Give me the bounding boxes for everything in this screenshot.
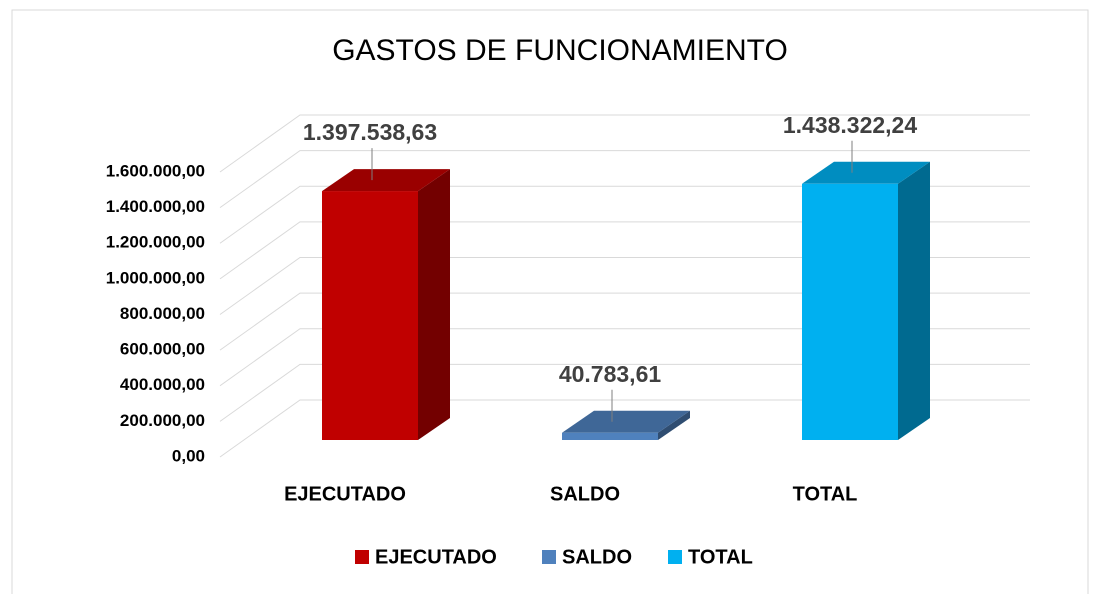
value-label: 1.397.538,63 (303, 119, 437, 145)
grid-line (219, 363, 1030, 422)
legend-swatch (668, 550, 682, 564)
grid-line (219, 185, 1030, 244)
y-tick-label: 200.000,00 (120, 411, 205, 430)
bar-top (562, 410, 690, 433)
x-tick-label: EJECUTADO (284, 483, 406, 505)
grid-line (219, 150, 1030, 209)
y-tick-label: 600.000,00 (120, 340, 205, 359)
grid-line (219, 328, 1030, 387)
bar (562, 432, 658, 440)
legend-swatch (542, 550, 556, 564)
y-tick-label: 0,00 (172, 446, 205, 465)
y-tick-label: 1.000.000,00 (106, 268, 205, 287)
chart-title: GASTOS DE FUNCIONAMIENTO (332, 34, 788, 67)
bar (322, 191, 418, 440)
grid-line (219, 221, 1030, 280)
legend-label: EJECUTADO (375, 546, 497, 568)
legend-label: SALDO (562, 546, 632, 568)
bar (802, 183, 898, 441)
bar-side (418, 169, 450, 441)
legend-label: TOTAL (688, 546, 753, 568)
y-tick-label: 1.600.000,00 (106, 161, 205, 180)
x-tick-label: TOTAL (793, 483, 858, 505)
bar-side (898, 161, 930, 440)
bar-top (322, 169, 450, 192)
grid-line (219, 257, 1030, 315)
grid-line (219, 114, 1030, 173)
bar-side (658, 410, 690, 440)
legend-swatch (355, 550, 369, 564)
bar-top (802, 161, 930, 184)
grid-line (219, 399, 1030, 458)
x-tick-label: SALDO (550, 483, 620, 505)
value-label: 40.783,61 (559, 361, 662, 387)
y-tick-label: 400.000,00 (120, 375, 205, 394)
y-tick-label: 800.000,00 (120, 304, 205, 323)
y-tick-label: 1.400.000,00 (106, 197, 205, 216)
y-tick-label: 1.200.000,00 (106, 233, 205, 252)
grid-line (219, 292, 1030, 351)
value-label: 1.438.322,24 (783, 112, 918, 138)
